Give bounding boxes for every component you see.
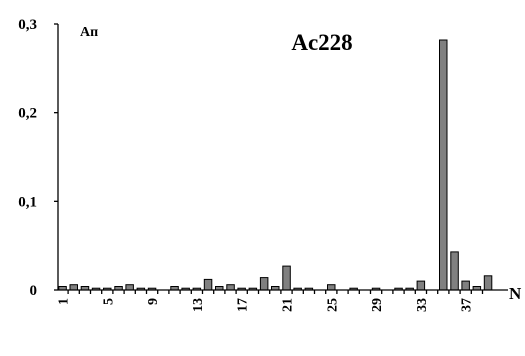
x-tick-label-33: 33	[415, 298, 430, 312]
bar-25	[327, 284, 336, 291]
bar-39	[483, 275, 493, 291]
x-tick-label-1: 1	[57, 298, 72, 305]
x-tick-label-29: 29	[370, 298, 385, 312]
y-ticks: 0 0,1 0,2 0,3	[18, 17, 58, 299]
bar-21	[282, 265, 291, 291]
bar-14	[203, 278, 213, 291]
bar-7	[125, 284, 134, 291]
y-tick-label: 0,1	[18, 194, 37, 210]
y-axis-label: Aп	[80, 25, 98, 40]
x-tick-label-5: 5	[101, 298, 116, 305]
y-tick-label: 0,2	[18, 106, 37, 122]
x-axis-label: N	[509, 284, 522, 303]
bars-group	[58, 39, 493, 291]
bar-37	[461, 280, 470, 291]
y-tick-label: 0	[30, 283, 38, 299]
x-tick-label-13: 13	[191, 298, 206, 312]
x-tick-label-17: 17	[236, 298, 251, 312]
bar-2	[69, 284, 78, 291]
bar-16	[226, 284, 235, 291]
bar-33	[416, 280, 426, 291]
x-tick-label-21: 21	[281, 298, 296, 312]
bar-35	[439, 39, 448, 291]
x-tick-label-37: 37	[460, 298, 475, 312]
bar-36	[450, 251, 459, 291]
x-tick-label-25: 25	[325, 298, 340, 312]
y-tick-label: 0,3	[18, 17, 37, 33]
chart-title: Ac228	[291, 30, 352, 55]
x-tick-label-9: 9	[146, 298, 161, 305]
x-ticks: 1 5 9 13 17 21 25 29 33 37	[57, 290, 484, 312]
bar-19	[259, 277, 269, 291]
